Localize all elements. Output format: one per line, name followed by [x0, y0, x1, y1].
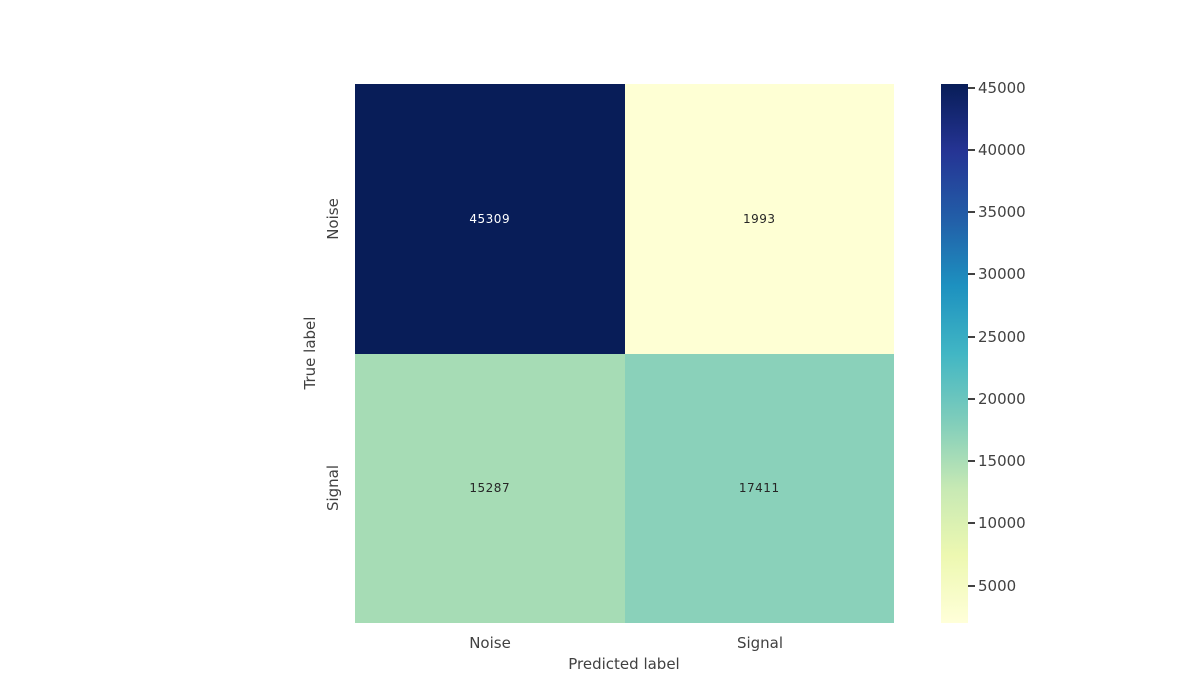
x-tick-label-noise: Noise — [469, 634, 511, 652]
colorbar-tick-mark — [968, 86, 975, 89]
heatmap-cell-true-noise-pred-noise: 45309 — [355, 84, 625, 354]
heatmap-cell-true-signal-pred-noise: 15287 — [355, 353, 625, 623]
x-axis-label: Predicted label — [568, 655, 680, 673]
colorbar-tick-label: 35000 — [978, 203, 1026, 222]
colorbar-tick-mark — [968, 460, 975, 463]
colorbar-tick-mark — [968, 522, 975, 525]
colorbar — [941, 84, 968, 623]
colorbar-tick-label: 45000 — [978, 78, 1026, 97]
colorbar-tick-mark — [968, 397, 975, 400]
cell-value: 17411 — [738, 481, 780, 496]
confusion-matrix-heatmap: 45309 1993 15287 17411 — [355, 84, 894, 623]
colorbar-tick-mark — [968, 211, 975, 214]
colorbar-tick-label: 5000 — [978, 576, 1017, 595]
colorbar-tick-label: 20000 — [978, 389, 1026, 408]
colorbar-tick-label: 25000 — [978, 327, 1026, 346]
colorbar-tick-label: 15000 — [978, 452, 1026, 471]
y-tick-label-signal: Signal — [324, 464, 342, 512]
y-tick-label-noise: Noise — [324, 198, 342, 240]
colorbar-tick-mark — [968, 584, 975, 587]
cell-value: 45309 — [469, 211, 511, 226]
colorbar-tick-label: 10000 — [978, 514, 1026, 533]
cell-value: 15287 — [469, 481, 511, 496]
colorbar-tick-label: 40000 — [978, 141, 1026, 160]
colorbar-tick-label: 30000 — [978, 265, 1026, 284]
x-tick-label-signal: Signal — [736, 634, 784, 652]
heatmap-cell-true-signal-pred-signal: 17411 — [624, 353, 894, 623]
colorbar-tick-mark — [968, 335, 975, 338]
y-axis-label: True label — [301, 316, 319, 390]
cell-value: 1993 — [742, 211, 776, 226]
heatmap-cell-true-noise-pred-signal: 1993 — [624, 84, 894, 354]
colorbar-tick-mark — [968, 273, 975, 276]
colorbar-tick-mark — [968, 149, 975, 152]
